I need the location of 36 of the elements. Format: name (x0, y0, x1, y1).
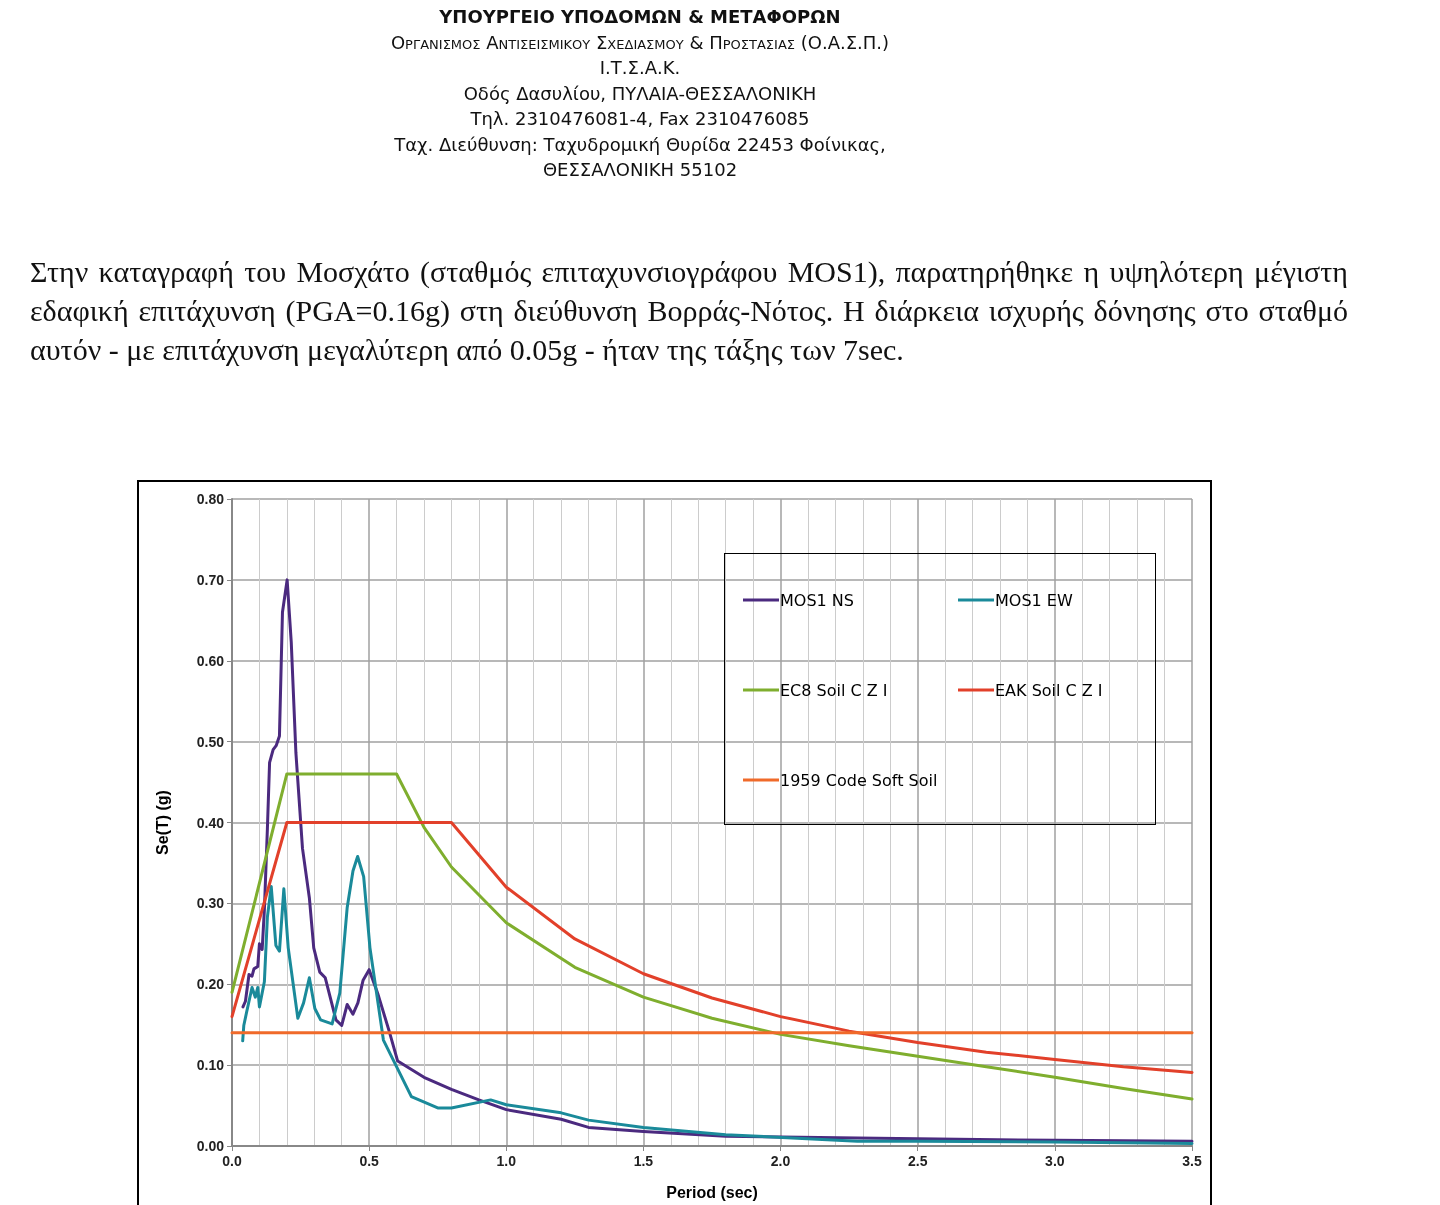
line-series (241, 854, 1194, 1146)
y-axis-title: Se(T) (g) (153, 790, 171, 855)
text: Οδός Δασυλίου, ΠΥΛΑΙΑ-ΘΕΣΣΑΛΟΝΙΚΗ (462, 81, 818, 106)
line-series (241, 578, 1194, 1143)
line-series (230, 821, 1194, 1074)
y-tick-label: 0.50 (196, 733, 225, 750)
text: Ι.Τ.Σ.Α.Κ. (598, 56, 682, 80)
x-tick-label: 1.0 (496, 1153, 517, 1169)
y-tick-label: 0.40 (196, 814, 225, 831)
x-tick-label: 0.0 (222, 1153, 242, 1169)
text: Ταχ. Διεύθυνση: Ταχυδρομική Θυρίδα 22453 Φοίνικας, (393, 132, 887, 157)
y-tick-label: 0.10 (196, 1057, 225, 1074)
y-tick-label: 0.70 (196, 571, 225, 588)
y-tick-label: 0.60 (196, 652, 225, 669)
x-tick-label: 3.5 (1182, 1153, 1202, 1169)
x-tick-label: 2.0 (770, 1153, 791, 1169)
legend-label: EAK Soil C Z I (995, 680, 1103, 700)
x-tick-label: 2.5 (907, 1153, 928, 1169)
x-tick-label: 0.5 (359, 1153, 380, 1169)
text: Στην καταγραφή του Μοσχάτο (σταθμός επιταχυνσιογράφου MOS1), παρατηρήθηκε η υψηλότερη μέγιστη εδαφική επιτάχυνση (PGA=0.16g) στη διεύθυνση Βορράς-Νότος. Η διάρκεια ισχυρής δόνησης στο σταθμό αυτόν - με επιτάχυνση μεγαλύτερη από 0.05g - ήταν της τάξης των 7sec. (30, 254, 1348, 368)
chart-title: ΥΠΟΥΡΓΕΙΟ ΥΠΟΔΟΜΩΝ & ΜΕΤΑΦΟΡΩΝ (438, 5, 842, 29)
legend-label: 1959 Code Soft Soil (780, 770, 938, 790)
text: Τηλ. 2310476081-4, Fax 2310476085 (469, 107, 811, 131)
x-tick-label: 3.0 (1045, 1153, 1065, 1169)
x-tick-label: 1.5 (633, 1153, 654, 1169)
y-tick-label: 0.80 (196, 491, 225, 507)
legend-label: MOS1 EW (995, 590, 1073, 610)
text: ΘΕΣΣΑΛΟΝΙΚΗ 55102 (541, 158, 739, 182)
chart-subtitle: Οργανισμος Αντισεισμικου Σχεδιασμου & Προστασιας (Ο.Α.Σ.Π.) (389, 30, 891, 55)
x-axis-title: Period (sec) (666, 1183, 758, 1201)
legend-label: MOS1 NS (780, 590, 854, 610)
line-series (230, 772, 1194, 1101)
y-tick-label: 0.30 (196, 895, 225, 912)
legend-label: EC8 Soil C Z I (780, 680, 888, 700)
y-tick-label: 0.00 (196, 1138, 225, 1154)
y-tick-label: 0.20 (196, 976, 225, 993)
